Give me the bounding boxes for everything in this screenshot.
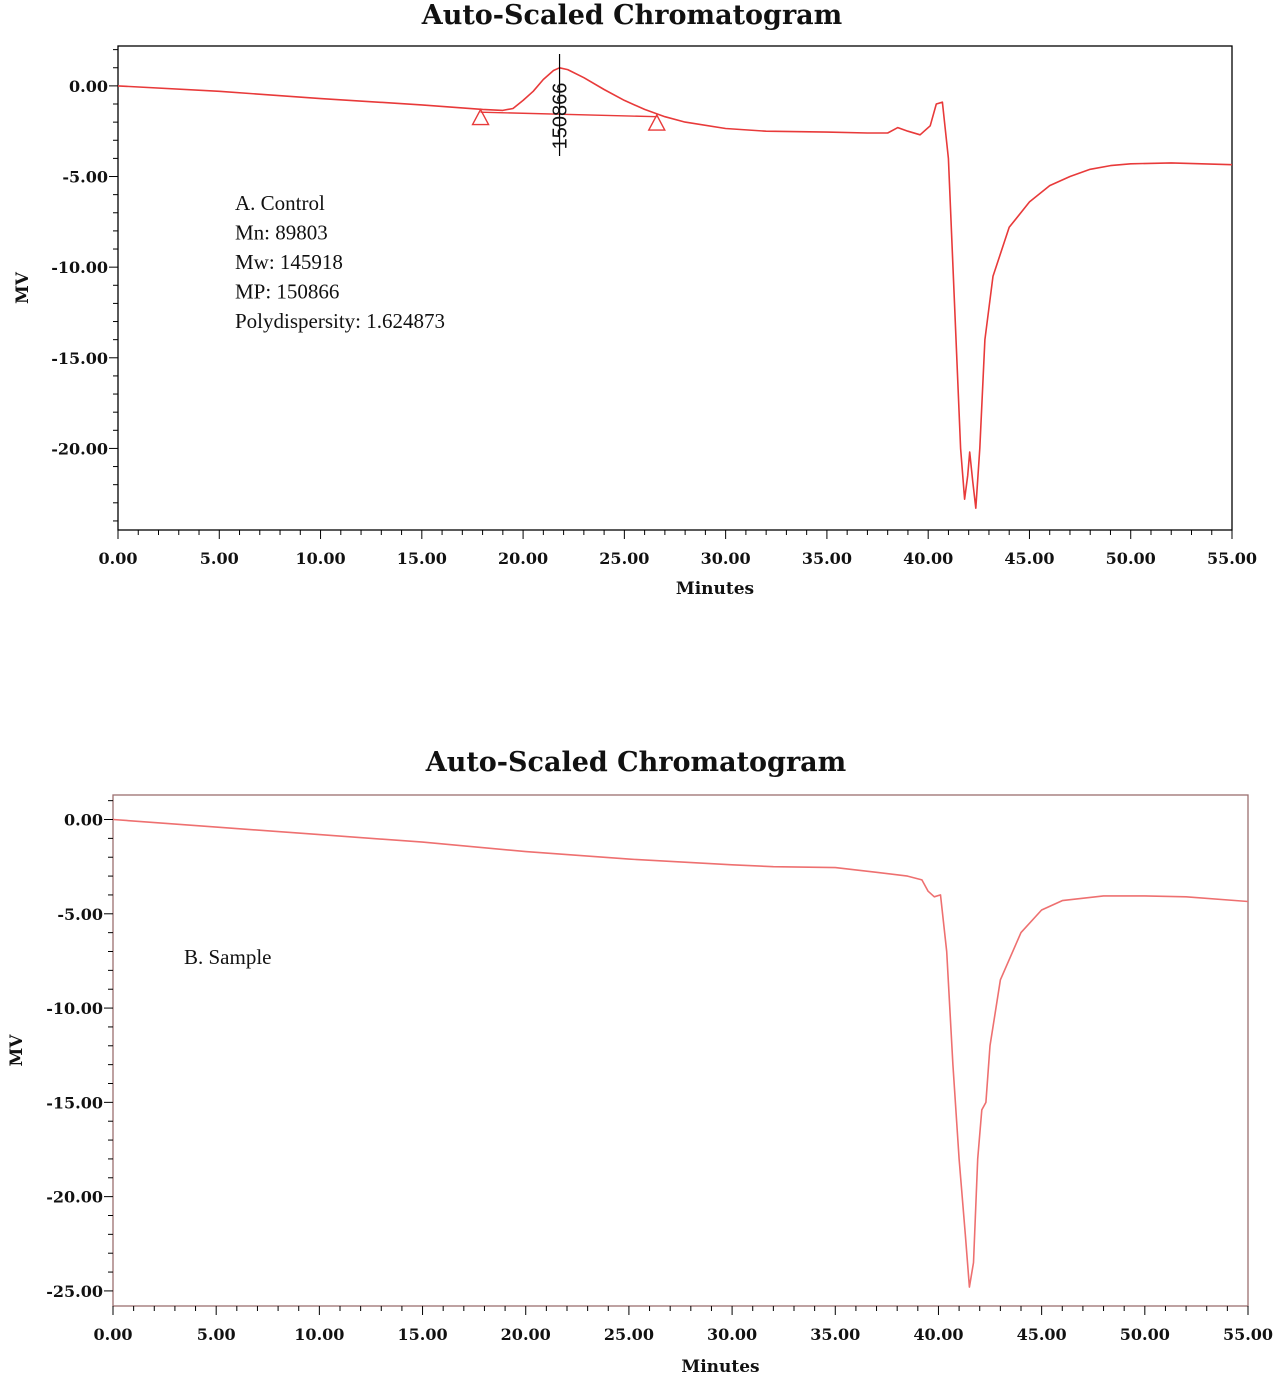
y-tick-label: 0.00: [64, 811, 103, 830]
x-tick-label: 10.00: [294, 1325, 344, 1344]
x-tick-label: 45.00: [1004, 549, 1054, 568]
y-tick-label: -10.00: [51, 258, 108, 277]
annotation-block: A. Control Mn: 89803 Mw: 145918 MP: 150866 P…: [235, 191, 445, 333]
integration-baseline: [480, 111, 657, 118]
x-tick-label: 50.00: [1120, 1325, 1170, 1344]
x-tick-label: 10.00: [295, 549, 345, 568]
y-tick-label: -10.00: [46, 999, 103, 1018]
x-tick-label: 0.00: [94, 1325, 133, 1344]
annotation-line: Mw: 145918: [235, 250, 343, 274]
x-tick-label: 5.00: [197, 1325, 236, 1344]
series-line: [112, 818, 1249, 1288]
annotation-block: B. Sample: [184, 945, 272, 969]
x-tick-label: 35.00: [810, 1325, 860, 1344]
plot-frame: [112, 794, 1249, 1307]
x-tick-label: 50.00: [1106, 549, 1156, 568]
integration-marker: [471, 108, 490, 126]
x-tick-label: 25.00: [604, 1325, 654, 1344]
annotation-line: Polydispersity: 1.624873: [235, 309, 445, 333]
y-axis: 0.00 -5.00 -10.00 -15.00 -20.00 MV: [13, 49, 118, 522]
x-tick-label: 25.00: [599, 549, 649, 568]
x-tick-label: 30.00: [707, 1325, 757, 1344]
x-tick-label: 40.00: [913, 1325, 963, 1344]
x-tick-label: 20.00: [501, 1325, 551, 1344]
chart-title: Auto-Scaled Chromatogram: [425, 747, 846, 778]
annotation-line: A. Control: [235, 191, 325, 215]
y-tick-label: -5.00: [62, 168, 108, 187]
x-tick-label: 55.00: [1207, 549, 1257, 568]
y-axis-label: MV: [13, 271, 33, 304]
x-axis-label: Minutes: [676, 579, 754, 599]
peak-label: 150866: [550, 83, 572, 150]
x-axis: 0.00 5.00 10.00 15.00 20.00 25.00 30.00 35.00 40…: [94, 1306, 1273, 1377]
annotation-line: MP: 150866: [235, 280, 339, 304]
x-tick-label: 5.00: [200, 549, 239, 568]
x-tick-label: 20.00: [498, 549, 548, 568]
plot-frame: [117, 45, 1233, 531]
x-tick-label: 0.00: [99, 549, 138, 568]
annotation-line: B. Sample: [184, 945, 272, 969]
y-tick-label: -15.00: [46, 1093, 103, 1112]
chart-control: Auto-Scaled Chromatogram 0.00 5.00 10.00 15.…: [13, 0, 1257, 599]
y-tick-label: -15.00: [51, 349, 108, 368]
x-axis: 0.00 5.00 10.00 15.00 20.00 25.00 30.00 35.00 40…: [99, 530, 1257, 599]
y-tick-label: 0.00: [69, 77, 108, 96]
y-tick-label: -5.00: [57, 905, 103, 924]
x-tick-label: 35.00: [802, 549, 852, 568]
x-tick-label: 40.00: [903, 549, 953, 568]
series-line: [117, 67, 1233, 510]
x-tick-label: 15.00: [397, 549, 447, 568]
x-tick-label: 15.00: [397, 1325, 447, 1344]
annotation-line: Mn: 89803: [235, 221, 328, 245]
integration-marker: [647, 113, 666, 131]
y-tick-label: -25.00: [46, 1282, 103, 1301]
x-tick-label: 55.00: [1223, 1325, 1273, 1344]
chart-sample: Auto-Scaled Chromatogram 0.00 5.00 10.00 15.…: [7, 747, 1273, 1377]
y-tick-label: -20.00: [46, 1188, 103, 1207]
chart-title: Auto-Scaled Chromatogram: [421, 0, 842, 31]
x-axis-label: Minutes: [681, 1357, 759, 1377]
y-axis-label: MV: [7, 1034, 27, 1067]
x-tick-label: 30.00: [701, 549, 751, 568]
y-axis: 0.00 -5.00 -10.00 -15.00 -20.00 -25.00 MV: [7, 800, 113, 1301]
x-tick-label: 45.00: [1017, 1325, 1067, 1344]
y-tick-label: -20.00: [51, 439, 108, 458]
